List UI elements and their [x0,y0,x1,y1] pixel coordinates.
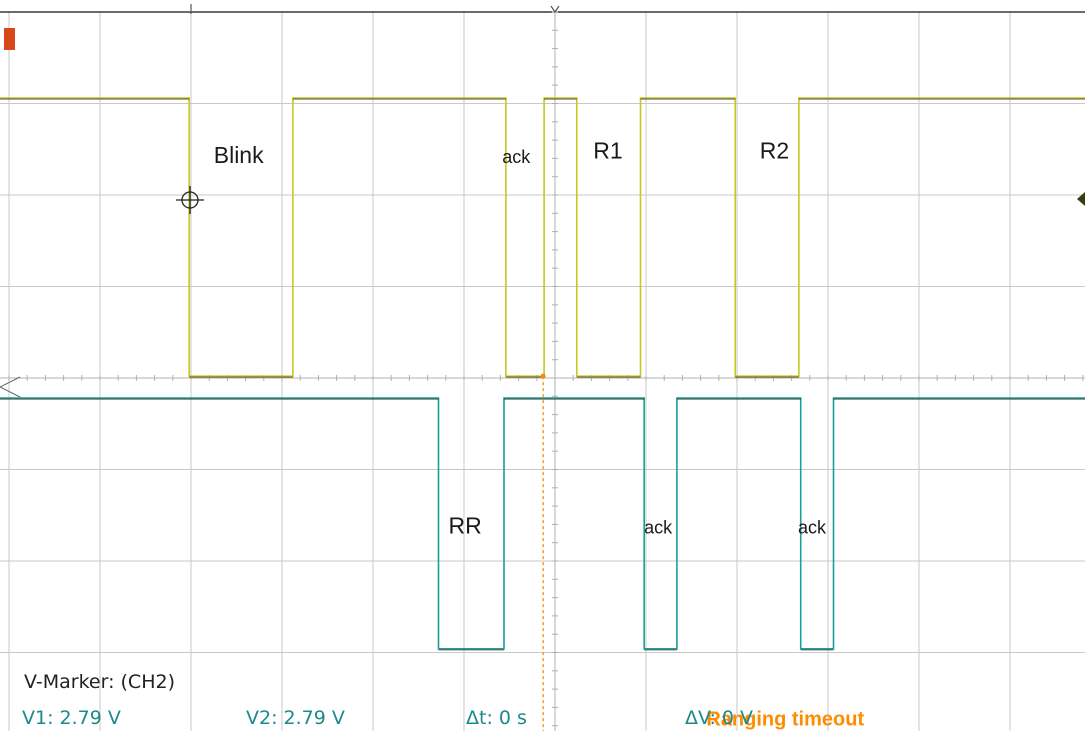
delta-t-readout: Δt: 0 s [466,707,527,729]
annotation-label: Blink [214,142,264,168]
trace-ch1 [0,97,1085,378]
annotation-label: R2 [760,137,789,163]
traces [0,97,1085,651]
decorations [0,28,1085,398]
marker-readout-panel: V-Marker: (CH2) V1: 2.79 V V2: 2.79 V Δt… [22,671,753,729]
trace-annotations: Blink ack R1 R2 RR ack ack [214,137,827,538]
crosshair-marker[interactable] [176,186,204,214]
trigger-position-marker [550,5,560,14]
ch1-level-marker[interactable] [4,28,15,50]
annotation-label: ack [644,518,673,538]
trigger-level-marker[interactable] [1077,192,1085,206]
annotation-label: ack [502,147,531,167]
v1-readout: V1: 2.79 V [22,707,121,729]
cursor-handle[interactable] [540,373,546,379]
time-cursor[interactable] [540,373,546,731]
grid [0,4,1085,731]
annotation-label: R1 [593,137,622,163]
delta-v-readout: ΔV: 0 V [685,707,753,729]
trace-ch2 [0,397,1085,650]
ranging-timeout-arrow: Ranging timeout [706,708,864,730]
arrow-label: Ranging timeout [706,708,864,730]
annotation-label: RR [449,513,482,539]
ch2-offset-tick [0,376,21,388]
ch2-offset-tick-lower [0,386,21,398]
v-marker-label: V-Marker: (CH2) [24,671,175,693]
annotation-label: ack [798,518,827,538]
v2-readout: V2: 2.79 V [246,707,345,729]
